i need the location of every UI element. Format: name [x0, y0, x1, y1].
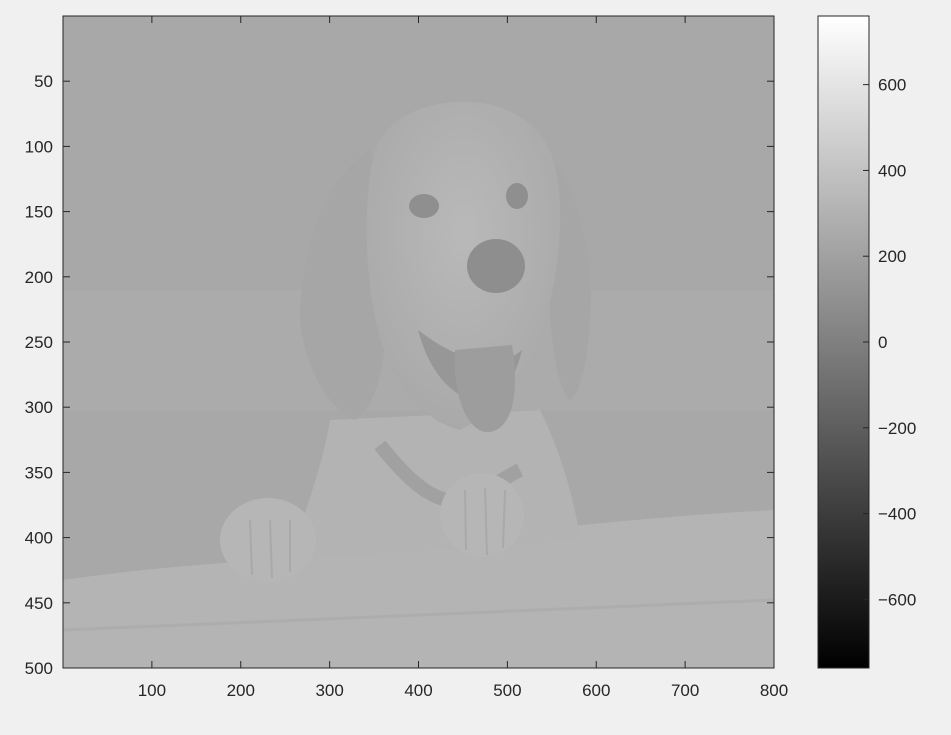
- blanket-fold: [62, 598, 775, 632]
- x-tick-label: 100: [138, 681, 166, 700]
- colorbar-tick-label: −400: [878, 505, 916, 524]
- colorbar-ticks: 600 400 200 0 −200 −400 −600: [863, 76, 916, 609]
- blanket-shape: [63, 510, 774, 668]
- y-tick-label: 350: [25, 463, 53, 482]
- y-axis-ticks: 50 100 150 200 250 300 350 400 450 500: [25, 72, 774, 678]
- colorbar-tick-label: 400: [878, 161, 906, 180]
- x-tick-label: 600: [582, 681, 610, 700]
- colorbar-tick-label: 0: [878, 333, 887, 352]
- colorbar: [817, 15, 870, 669]
- image-plot: [62, 16, 775, 668]
- y-tick-label: 200: [25, 268, 53, 287]
- x-tick-label: 500: [493, 681, 521, 700]
- dog-right-paw: [440, 473, 524, 557]
- x-tick-label: 700: [671, 681, 699, 700]
- y-tick-label: 400: [25, 529, 53, 548]
- y-tick-label: 100: [25, 137, 53, 156]
- x-tick-label: 200: [227, 681, 255, 700]
- dog-left-eye: [409, 194, 439, 218]
- x-tick-label: 300: [315, 681, 343, 700]
- dog-tongue: [454, 345, 516, 433]
- dog-right-eye: [506, 183, 528, 209]
- dog-left-paw: [220, 498, 316, 582]
- colorbar-tick-label: 200: [878, 247, 906, 266]
- y-tick-label: 450: [25, 594, 53, 613]
- x-tick-label: 800: [760, 681, 788, 700]
- dog-body: [290, 410, 580, 560]
- y-tick-label: 250: [25, 333, 53, 352]
- y-tick-label: 50: [34, 72, 53, 91]
- colorbar-tick-label: −600: [878, 590, 916, 609]
- y-tick-label: 500: [25, 659, 53, 678]
- dog-left-ear: [300, 150, 387, 420]
- dog-nose: [467, 239, 525, 293]
- paw-toe-lines: [249, 487, 506, 579]
- y-tick-label: 300: [25, 398, 53, 417]
- y-tick-label: 150: [25, 203, 53, 222]
- x-tick-label: 400: [404, 681, 432, 700]
- x-axis-ticks: 100 200 300 400 500 600 700 800: [138, 16, 788, 700]
- colorbar-tick-label: −200: [878, 419, 916, 438]
- colorbar-tick-label: 600: [878, 76, 906, 95]
